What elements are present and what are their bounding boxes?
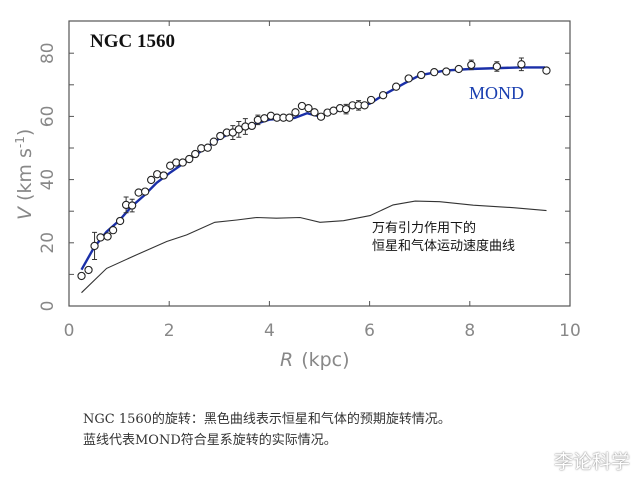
data-point xyxy=(304,104,313,113)
newton-annotation-line2: 恒星和气体运动速度曲线 xyxy=(372,238,515,254)
mond-label: MOND xyxy=(469,83,524,103)
y-tick-label: 0 xyxy=(38,301,58,312)
data-point xyxy=(467,60,476,70)
x-tick-label: 8 xyxy=(464,321,475,341)
x-tick-label: 6 xyxy=(364,321,375,341)
data-point xyxy=(291,108,300,117)
data-point xyxy=(542,66,551,75)
data-point xyxy=(454,64,463,74)
x-tick-label: 4 xyxy=(264,321,275,341)
y-tick-label: 40 xyxy=(38,169,58,191)
x-tick-label: 0 xyxy=(64,321,75,341)
data-point xyxy=(316,112,326,121)
data-point xyxy=(442,67,451,76)
plot-frame xyxy=(68,20,571,307)
data-point xyxy=(209,137,218,146)
data-point xyxy=(247,121,257,131)
data-point xyxy=(90,241,99,251)
data-point xyxy=(96,233,105,242)
data-point xyxy=(417,70,426,80)
chart-title: NGC 1560 xyxy=(90,31,175,52)
data-point xyxy=(127,201,137,210)
data-point xyxy=(153,170,162,179)
data-point xyxy=(84,265,93,275)
x-axis-label: R (kpc) xyxy=(280,349,350,371)
caption-line2: 蓝线代表MOND符合星系旋转的实际情况。 xyxy=(83,433,337,448)
data-point xyxy=(310,108,319,117)
x-tick-label: 2 xyxy=(164,321,175,341)
data-point xyxy=(178,158,187,167)
y-tick-label: 20 xyxy=(38,232,58,254)
data-point xyxy=(285,113,294,122)
data-point xyxy=(517,60,526,69)
data-point xyxy=(203,143,212,152)
data-point xyxy=(392,82,401,91)
data-point xyxy=(492,62,502,71)
y-tick-label: 80 xyxy=(38,42,58,64)
data-point xyxy=(159,171,168,180)
data-point xyxy=(366,95,376,105)
caption-line1: NGC 1560的旋转：黑色曲线表示恒星和气体的预期旋转情况。 xyxy=(83,412,451,427)
data-point xyxy=(341,104,351,114)
x-tick-label: 10 xyxy=(559,321,581,341)
data-point xyxy=(378,91,388,100)
data-point xyxy=(141,187,150,196)
data-point xyxy=(404,74,413,83)
data-point xyxy=(115,216,125,226)
data-point xyxy=(185,154,194,164)
data-point xyxy=(108,226,118,235)
data-point xyxy=(147,175,156,185)
data-point xyxy=(191,149,200,159)
newton-annotation-line1: 万有引力作用下的 xyxy=(372,220,476,236)
data-point xyxy=(216,131,225,141)
data-point xyxy=(103,232,112,241)
data-point xyxy=(430,68,439,77)
data-point xyxy=(360,101,369,110)
data-point xyxy=(77,271,86,281)
y-tick-label: 60 xyxy=(38,106,58,128)
newtonian-curve xyxy=(81,200,547,294)
watermark: 李论科学 xyxy=(553,451,630,473)
y-axis-label: V(km s-1) xyxy=(13,129,36,220)
